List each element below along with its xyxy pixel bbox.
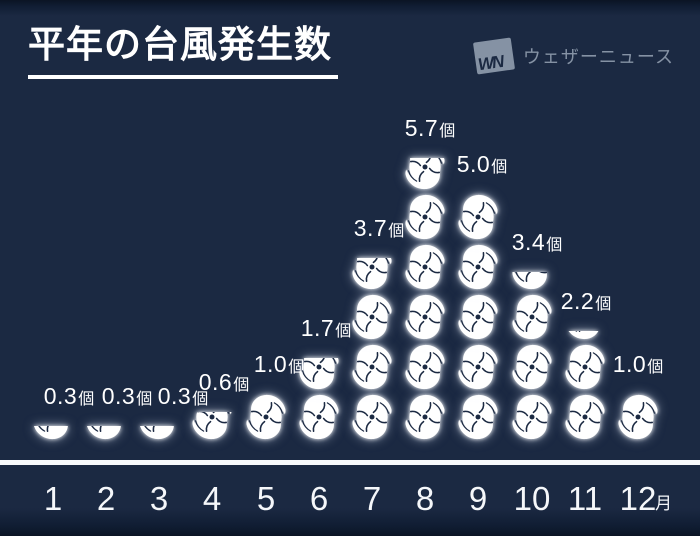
column-month-12	[615, 394, 661, 440]
typhoon-icon	[83, 426, 129, 440]
month-label-12: 12	[619, 480, 657, 517]
column-month-1	[30, 426, 76, 440]
column-month-8	[402, 158, 448, 440]
typhoon-icon	[296, 358, 342, 390]
column-month-3	[136, 426, 182, 440]
typhoon-icon	[402, 294, 448, 340]
typhoon-icon	[349, 294, 395, 340]
value-label-month-7: 3.7個	[353, 215, 405, 241]
typhoon-icon	[349, 258, 395, 290]
value-label-month-11: 2.2個	[560, 288, 612, 314]
typhoon-icon	[509, 394, 555, 440]
value-label-month-4: 0.6個	[198, 369, 250, 395]
typhoon-icon	[562, 394, 608, 440]
typhoon-icon	[455, 294, 501, 340]
value-label-month-8: 5.7個	[404, 115, 456, 141]
value-label-month-1: 0.3個	[43, 383, 95, 409]
typhoon-icon	[402, 194, 448, 240]
column-month-11	[562, 331, 608, 440]
month-label-2: 2	[96, 480, 116, 517]
month-label-1: 1	[43, 480, 63, 517]
month-label-11: 11	[567, 480, 603, 517]
typhoon-icon	[296, 394, 342, 440]
value-label-month-9: 5.0個	[456, 151, 508, 177]
logo-text: ウェザーニュース	[522, 47, 674, 67]
typhoon-icon	[30, 426, 76, 440]
month-label-3: 3	[149, 480, 169, 517]
typhoon-icon	[509, 344, 555, 390]
x-axis-line	[0, 460, 700, 465]
typhoon-icon	[136, 426, 182, 440]
typhoon-icon	[349, 344, 395, 390]
column-month-6	[296, 358, 342, 440]
month-label-4: 4	[202, 480, 222, 517]
month-label-8: 8	[415, 480, 435, 517]
typhoon-icon	[243, 394, 289, 440]
month-label-9: 9	[468, 480, 488, 517]
typhoon-icon	[402, 344, 448, 390]
month-label-10: 10	[513, 480, 551, 517]
typhoon-icon	[615, 394, 661, 440]
value-label-month-10: 3.4個	[511, 229, 563, 255]
typhoon-icon	[189, 412, 235, 440]
month-label-7: 7	[362, 480, 382, 517]
value-label-month-2: 0.3個	[101, 383, 153, 409]
typhoon-icon	[349, 394, 395, 440]
column-month-5	[243, 394, 289, 440]
typhoon-icon	[455, 344, 501, 390]
typhoon-icon	[562, 331, 608, 340]
column-month-4	[189, 412, 235, 440]
typhoon-icon	[509, 272, 555, 290]
page-title: 平年の台風発生数	[28, 24, 338, 79]
value-label-month-12: 1.0個	[612, 351, 664, 377]
month-unit-label: 月	[655, 494, 672, 513]
column-month-7	[349, 258, 395, 440]
typhoon-icon	[402, 244, 448, 290]
month-label-5: 5	[256, 480, 276, 517]
typhoon-icon	[455, 394, 501, 440]
value-label-month-3: 0.3個	[157, 383, 209, 409]
column-month-2	[83, 426, 129, 440]
month-label-6: 6	[309, 480, 329, 517]
typhoon-icon	[402, 394, 448, 440]
weathernews-logo: WN ウェザーニュース	[472, 37, 674, 75]
x-axis-labels: 1 2 3 4 5 6 7 8 9 10 11 12 月	[0, 482, 700, 526]
value-label-month-6: 1.7個	[300, 315, 352, 341]
